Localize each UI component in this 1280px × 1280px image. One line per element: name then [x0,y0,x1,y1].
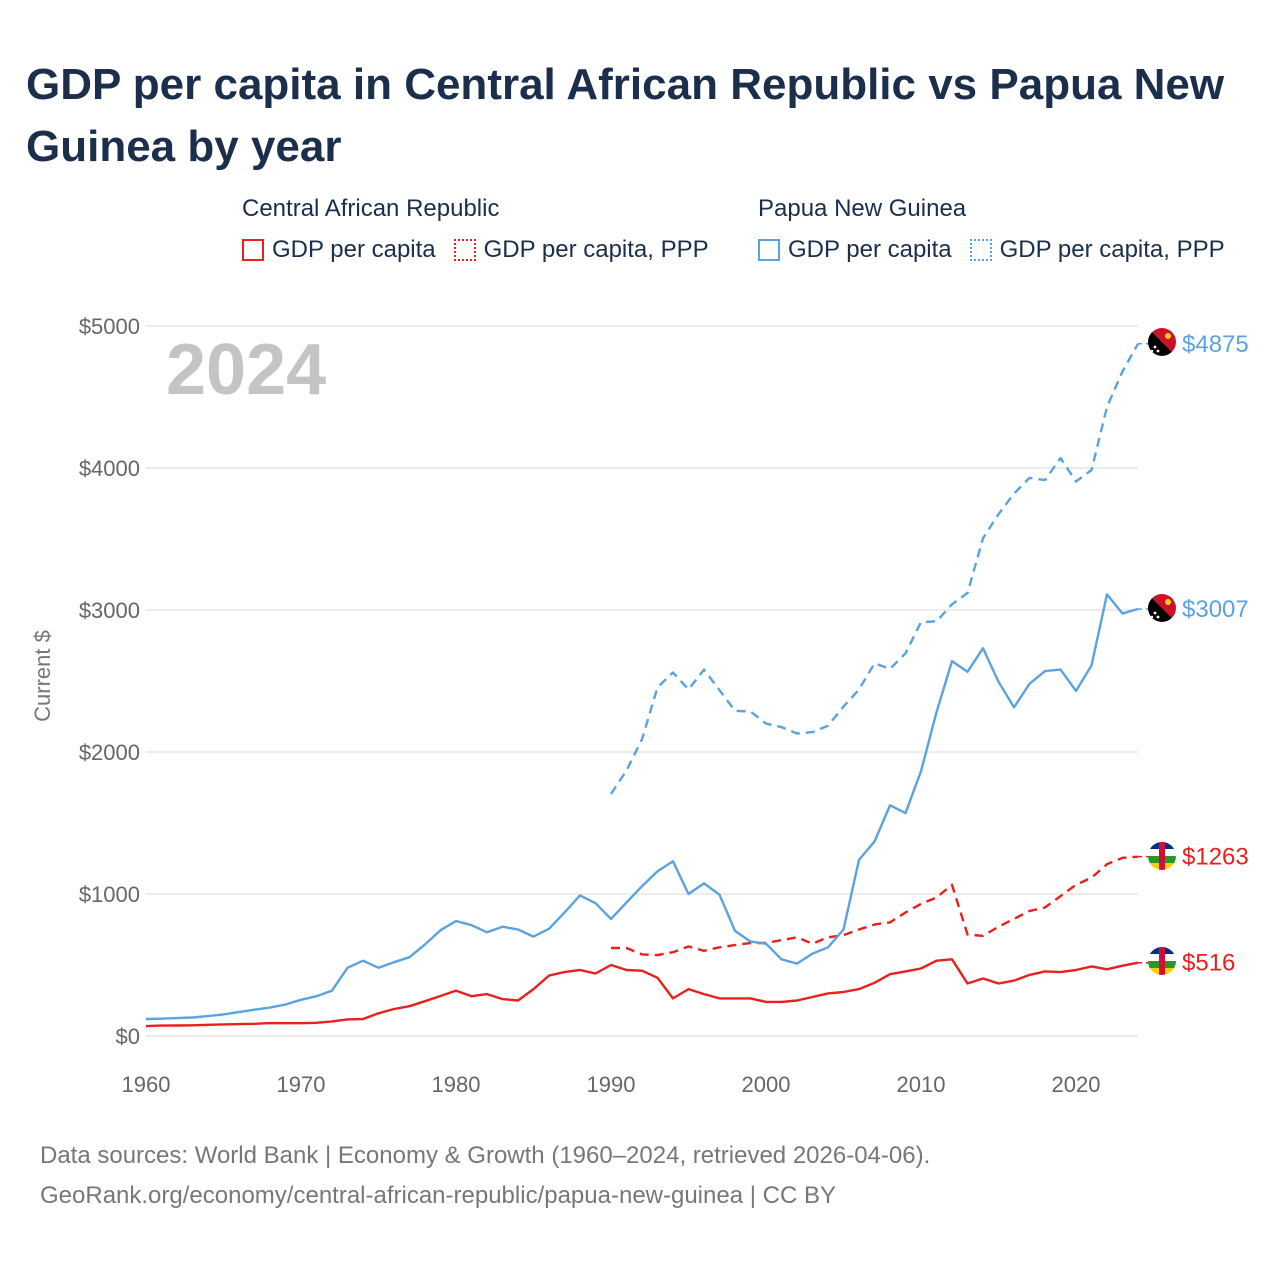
png-flag-icon [1148,328,1176,356]
footer: Data sources: World Bank | Economy & Gro… [40,1136,930,1216]
x-tick-label: 1970 [277,1072,326,1097]
x-tick-label: 2000 [742,1072,791,1097]
legend-country-car: Central African Republic [242,195,500,222]
y-tick-label: $4000 [79,456,140,481]
car-flag-icon [1148,947,1176,975]
y-tick-label: $1000 [79,882,140,907]
x-tick-label: 2010 [897,1072,946,1097]
end-value-label: $1263 [1182,844,1249,871]
series-line-car-ppp[interactable] [611,855,1139,957]
year-watermark: 2024 [166,330,326,410]
y-tick-label: $2000 [79,740,140,765]
legend-label: GDP per capita [788,236,952,263]
legend-swatch-dotted [969,239,992,261]
png-flag-icon [1148,594,1176,622]
x-tick-label: 1980 [432,1072,481,1097]
legend-swatch-dotted [453,239,476,261]
series-line-png-ppp[interactable] [609,343,1140,795]
legend-label: GDP per capita [272,236,436,263]
legend-swatch-solid [758,239,780,261]
legend-group-car: Central African Republic GDP per capita … [242,194,727,264]
legend-country-png: Papua New Guinea [758,195,967,222]
legend-group-png: Papua New Guinea GDP per capita GDP per … [758,194,1243,264]
x-tick-label: 2020 [1052,1072,1101,1097]
x-tick-label: 1960 [122,1072,171,1097]
x-tick-label: 1990 [587,1072,636,1097]
chart-title: GDP per capita in Central African Republ… [26,60,1225,171]
y-tick-label: $5000 [79,314,140,339]
legend-item-car-gdp[interactable]: GDP per capita [242,236,436,264]
footer-source: Data sources: World Bank | Economy & Gro… [40,1142,931,1169]
end-value-label: $516 [1182,950,1235,977]
end-value-label: $4875 [1182,331,1249,358]
y-tick-label: $0 [116,1024,140,1049]
y-tick-label: $3000 [79,598,140,623]
legend-swatch-solid [242,239,264,261]
legend-item-car-ppp[interactable]: GDP per capita, PPP [453,236,709,264]
series-line-png-gdp[interactable] [145,593,1139,1021]
y-axis-label: Current $ [30,630,55,722]
legend-item-png-gdp[interactable]: GDP per capita [758,236,952,264]
footer-link[interactable]: GeoRank.org/economy/central-african-repu… [40,1182,836,1209]
legend-label: GDP per capita, PPP [999,236,1225,263]
end-value-label: $3007 [1182,596,1249,623]
legend-item-png-ppp[interactable]: GDP per capita, PPP [969,236,1225,264]
car-flag-icon [1148,842,1176,870]
legend-label: GDP per capita, PPP [483,236,709,263]
series-line-car-gdp[interactable] [145,958,1139,1028]
